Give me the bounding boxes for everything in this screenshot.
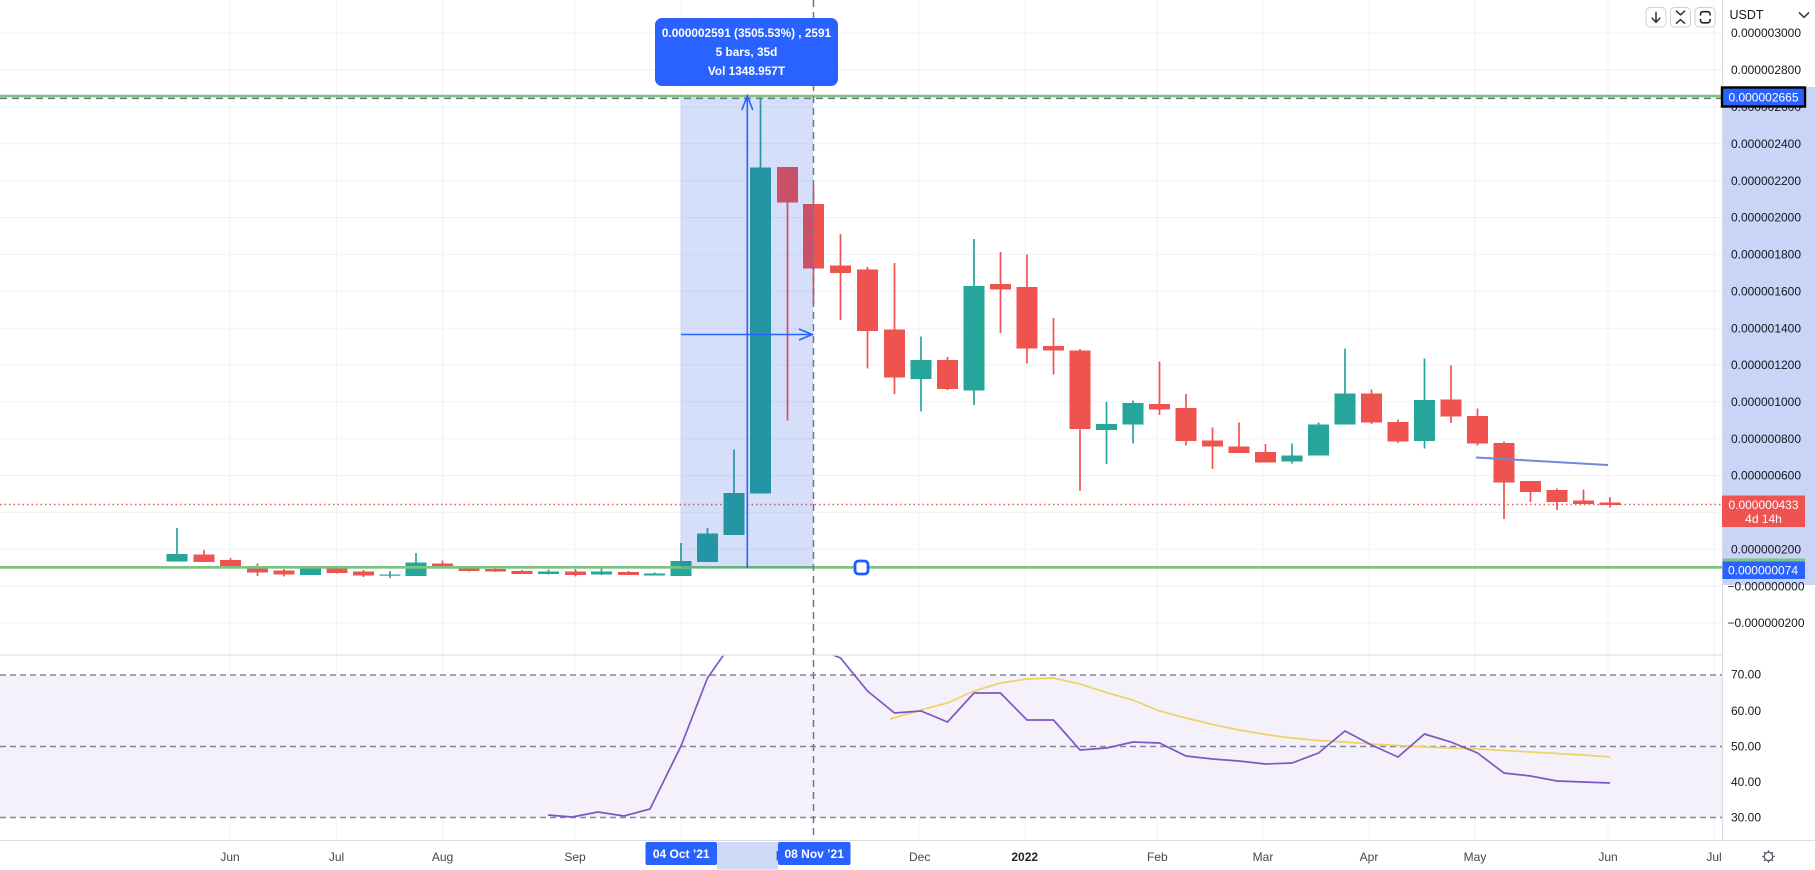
- svg-text:Mar: Mar: [1253, 850, 1274, 864]
- svg-text:Apr: Apr: [1360, 850, 1379, 864]
- svg-text:2022: 2022: [1011, 850, 1038, 864]
- svg-text:USDT: USDT: [1730, 8, 1764, 22]
- svg-text:0.000000200: 0.000000200: [1731, 542, 1801, 556]
- svg-text:Jul: Jul: [1706, 850, 1721, 864]
- svg-text:40.00: 40.00: [1731, 775, 1761, 789]
- svg-text:04 Oct ’21: 04 Oct ’21: [653, 847, 710, 861]
- svg-text:30.00: 30.00: [1731, 811, 1761, 825]
- svg-text:0.000002665: 0.000002665: [1728, 91, 1798, 105]
- svg-text:4d 14h: 4d 14h: [1745, 512, 1782, 526]
- svg-text:0.000002400: 0.000002400: [1731, 137, 1801, 151]
- svg-text:Aug: Aug: [432, 850, 453, 864]
- svg-text:0.000001600: 0.000001600: [1731, 284, 1801, 298]
- svg-text:Jun: Jun: [220, 850, 239, 864]
- svg-text:0.000001200: 0.000001200: [1731, 358, 1801, 372]
- svg-text:0.000000433: 0.000000433: [1728, 498, 1798, 512]
- svg-text:0.000001400: 0.000001400: [1731, 321, 1801, 335]
- svg-text:Feb: Feb: [1147, 850, 1168, 864]
- svg-text:Sep: Sep: [564, 850, 586, 864]
- svg-text:5 bars, 35d: 5 bars, 35d: [716, 45, 778, 59]
- svg-text:0.000000074: 0.000000074: [1728, 564, 1798, 578]
- svg-text:Vol 1348.957T: Vol 1348.957T: [708, 64, 786, 78]
- svg-text:May: May: [1464, 850, 1487, 864]
- svg-text:Jun: Jun: [1598, 850, 1617, 864]
- svg-text:−0.000000000: −0.000000000: [1727, 579, 1804, 593]
- svg-text:0.000002200: 0.000002200: [1731, 174, 1801, 188]
- svg-text:0.000001800: 0.000001800: [1731, 248, 1801, 262]
- svg-text:Dec: Dec: [909, 850, 930, 864]
- svg-text:Jul: Jul: [329, 850, 344, 864]
- svg-text:0.000002800: 0.000002800: [1731, 63, 1801, 77]
- svg-text:0.000000800: 0.000000800: [1731, 432, 1801, 446]
- svg-text:60.00: 60.00: [1731, 704, 1761, 718]
- svg-text:0.000002591 (3505.53%) , 2591: 0.000002591 (3505.53%) , 2591: [662, 26, 832, 40]
- svg-text:−0.000000200: −0.000000200: [1727, 616, 1804, 630]
- svg-text:0.000003000: 0.000003000: [1731, 26, 1801, 40]
- svg-text:0.000000600: 0.000000600: [1731, 469, 1801, 483]
- svg-text:0.000002000: 0.000002000: [1731, 211, 1801, 225]
- svg-text:0.000001000: 0.000001000: [1731, 395, 1801, 409]
- svg-text:08 Nov ’21: 08 Nov ’21: [785, 847, 845, 861]
- svg-text:50.00: 50.00: [1731, 740, 1761, 754]
- svg-text:70.00: 70.00: [1731, 668, 1761, 682]
